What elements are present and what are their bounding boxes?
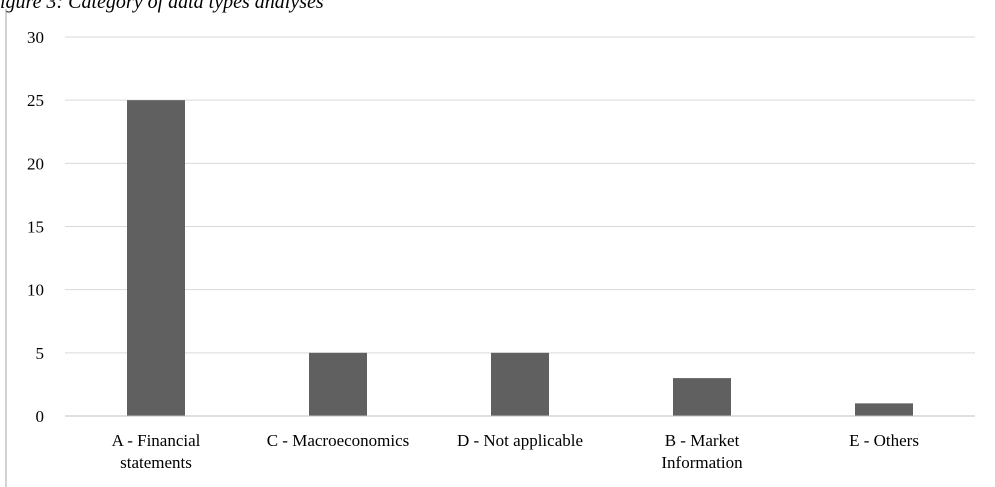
y-tick-label: 5 — [36, 344, 45, 363]
figure-caption: igure 3: Category of data types analyses — [0, 0, 324, 13]
x-category-label: B - Market Information — [661, 431, 743, 472]
x-category-label-line: A - Financial — [112, 431, 201, 450]
x-category-label-line: B - Market — [665, 431, 740, 450]
bar — [309, 352, 367, 416]
y-tick-label: 30 — [27, 28, 44, 47]
bars — [127, 100, 913, 417]
x-category-label-line: statements — [120, 453, 192, 472]
x-category-label-line: C - Macroeconomics — [267, 431, 410, 450]
y-axis-tick-labels: 0 5 10 15 20 25 30 — [27, 28, 44, 426]
x-category-label-line: E - Others — [849, 431, 919, 450]
x-category-label: C - Macroeconomics — [267, 431, 410, 450]
x-category-label: E - Others — [849, 431, 919, 450]
bar — [855, 403, 913, 416]
x-category-label-line: D - Not applicable — [457, 431, 583, 450]
x-axis-category-labels: A - Financial statements C - Macroeconomic… — [112, 431, 919, 472]
bar — [127, 100, 185, 417]
bar — [673, 378, 731, 416]
y-tick-label: 10 — [27, 281, 44, 300]
x-category-label-line: Information — [661, 453, 743, 472]
y-tick-label: 0 — [36, 407, 45, 426]
y-tick-label: 15 — [27, 218, 44, 237]
x-category-label: D - Not applicable — [457, 431, 583, 450]
y-tick-label: 20 — [27, 154, 44, 173]
gridlines — [65, 36, 975, 354]
y-tick-label: 25 — [27, 91, 44, 110]
x-category-label: A - Financial statements — [112, 431, 201, 472]
bar — [491, 352, 549, 416]
